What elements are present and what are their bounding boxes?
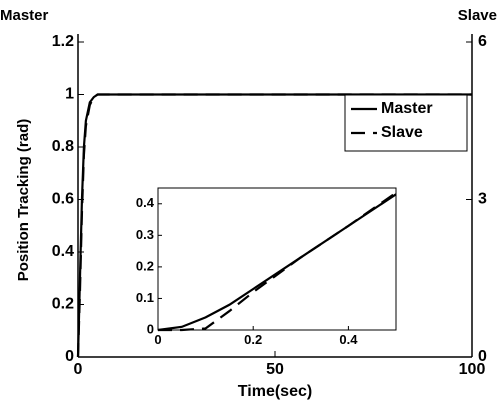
y-tick-label: 0.1 [136,290,154,305]
line-series [157,193,397,332]
x-tick-label: 50 [266,361,284,378]
y-axis-title: Master [0,7,49,24]
y2-axis-title: Slave [458,7,497,24]
line-series [158,191,397,332]
y-tick-label: 1 [65,86,74,103]
y2-tick-label: 3 [478,191,487,208]
y2-tick-label: 0 [478,348,487,365]
x-tick-label: 0 [154,332,161,347]
x-tick-label: 100 [459,361,486,378]
line-series [76,93,472,358]
y-tick-label: 0 [147,321,154,336]
x-tick-label: 0.4 [339,332,358,347]
x-tick-label: 0.2 [244,332,262,347]
y-tick-label: 0.6 [52,191,74,208]
x-axis-label: Time(sec) [238,383,312,400]
y-tick-label: 0.4 [52,243,74,260]
legend-box [344,94,468,152]
y-tick-label: 0.4 [136,195,155,210]
y-tick-label: 0.8 [52,138,74,155]
y-tick-label: 0.3 [136,227,154,242]
y-tick-label: 1.2 [52,33,74,50]
legend-label: Slave [381,124,423,141]
y2-tick-label: 6 [478,33,487,50]
y-tick-label: 0.2 [52,296,74,313]
y-tick-label: 0.2 [136,258,154,273]
x-tick-label: 0 [74,361,83,378]
plot-area [157,187,397,331]
y-axis-label: Position Tracking (rad) [15,119,32,282]
legend-label: Master [381,100,433,117]
y-tick-label: 0 [65,348,74,365]
